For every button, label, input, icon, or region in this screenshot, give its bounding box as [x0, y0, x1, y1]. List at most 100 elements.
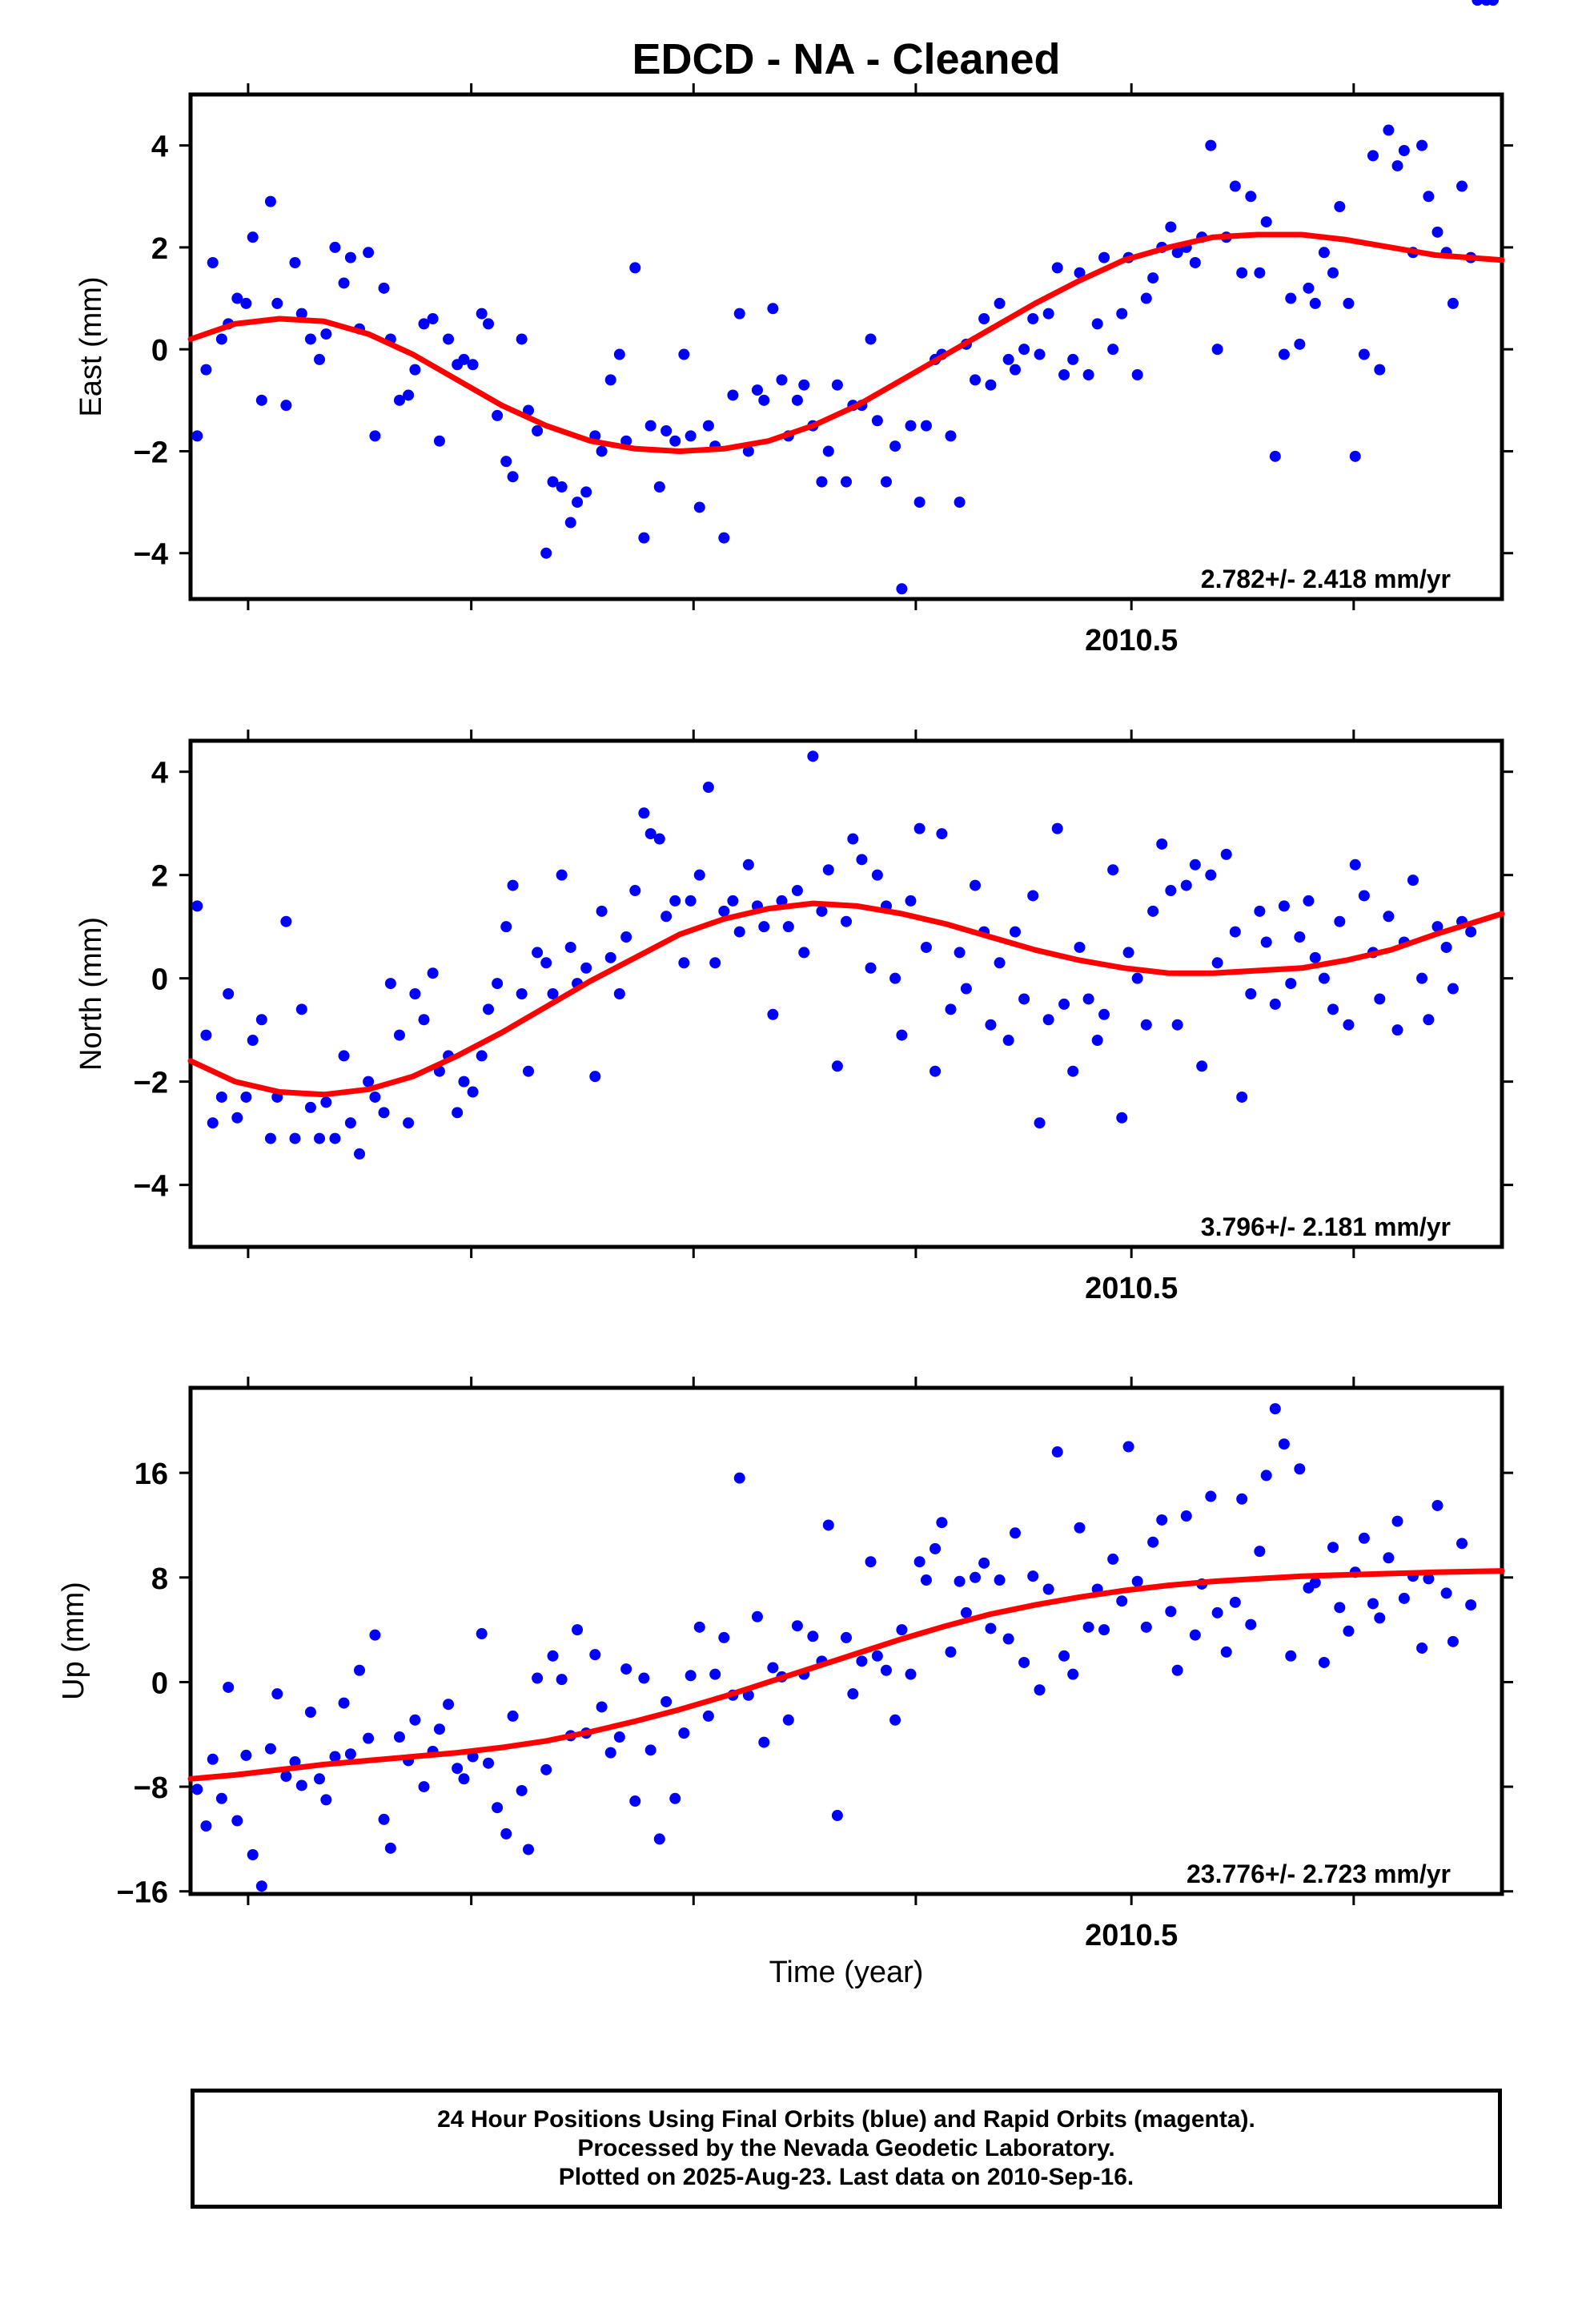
north-data-point — [718, 905, 730, 917]
east-data-point — [896, 583, 908, 595]
up-data-point — [1245, 1618, 1257, 1630]
east-data-point — [822, 445, 834, 457]
east-data-point — [954, 497, 966, 509]
north-data-point — [556, 869, 568, 881]
up-data-point — [231, 1815, 243, 1827]
up-data-point — [913, 1556, 926, 1568]
east-data-point — [1318, 247, 1330, 259]
east-data-point — [644, 420, 656, 432]
up-data-point — [1122, 1441, 1134, 1453]
up-ytick-label: 8 — [151, 1562, 168, 1596]
east-data-point — [500, 456, 512, 468]
up-data-point — [693, 1621, 705, 1633]
east-data-point — [314, 353, 326, 365]
east-data-point — [304, 333, 316, 345]
up-data-point — [1440, 1587, 1452, 1599]
up-data-point — [1318, 1656, 1330, 1668]
east-ytick-label: 2 — [151, 232, 168, 266]
north-data-point — [1205, 869, 1217, 881]
east-data-point — [871, 415, 883, 427]
up-data-point — [329, 1751, 341, 1763]
east-data-point — [702, 420, 714, 432]
north-data-point — [1107, 864, 1119, 876]
east-data-point — [516, 333, 528, 345]
up-data-point — [1367, 1598, 1379, 1610]
up-data-point — [1358, 1532, 1370, 1544]
north-data-point — [1074, 941, 1086, 953]
north-data-point — [329, 1132, 341, 1144]
east-y-axis-label: East (mm) — [74, 276, 108, 416]
north-data-point — [1294, 931, 1306, 943]
east-data-point — [191, 430, 203, 442]
north-data-point — [580, 962, 592, 974]
east-data-point — [1236, 267, 1248, 279]
north-data-point — [742, 858, 754, 870]
up-data-point — [653, 1833, 665, 1845]
east-data-point — [1383, 124, 1395, 136]
north-data-point — [1254, 905, 1266, 917]
up-data-point — [1285, 1650, 1297, 1662]
east-data-point — [1254, 267, 1266, 279]
north-data-point — [1082, 993, 1094, 1005]
east-data-point — [1131, 369, 1143, 380]
north-data-point — [344, 1117, 356, 1129]
north-data-point — [913, 822, 926, 834]
up-data-point — [709, 1668, 721, 1680]
north-data-point — [369, 1091, 381, 1103]
north-data-point — [393, 1029, 405, 1041]
north-data-point — [960, 983, 972, 995]
north-data-point — [702, 782, 714, 794]
east-data-point — [880, 476, 892, 488]
up-data-point — [280, 1771, 292, 1783]
north-data-point — [1383, 911, 1395, 923]
up-data-point — [516, 1784, 528, 1796]
up-data-point — [1398, 1592, 1410, 1604]
east-panel: −4 −2 0 2 4 2010.5 East (mm) 2.782+/- 2.418 mm/… — [74, 0, 1513, 657]
up-data-point — [1131, 1575, 1143, 1587]
east-data-point — [1260, 216, 1272, 228]
east-data-point — [1269, 450, 1281, 462]
north-data-point — [1098, 1008, 1110, 1020]
north-data-point — [1358, 890, 1370, 902]
north-data-point — [378, 1107, 390, 1119]
up-data-point — [960, 1606, 972, 1618]
north-data-point — [1416, 972, 1428, 984]
east-data-point — [638, 532, 650, 544]
north-data-point — [1374, 993, 1386, 1005]
up-panel: −16 −8 0 8 16 2010.5 Up (mm) 23.776+/- 2.723 mm… — [57, 0, 1513, 1952]
north-data-point — [289, 1132, 301, 1144]
up-data-point — [1067, 1668, 1079, 1680]
up-data-point — [1116, 1595, 1128, 1607]
east-data-point — [1067, 353, 1079, 365]
up-data-point — [1220, 1646, 1232, 1658]
north-data-point — [1171, 1019, 1183, 1031]
east-data-point — [556, 481, 568, 493]
up-data-point — [556, 1674, 568, 1686]
up-data-point — [1058, 1650, 1070, 1662]
north-plot-frame — [188, 738, 1504, 1249]
north-data-point — [1211, 957, 1223, 969]
up-data-point — [433, 1723, 445, 1735]
up-data-point — [540, 1763, 552, 1775]
up-data-point — [1472, 0, 1484, 6]
north-data-point — [353, 1148, 365, 1160]
north-data-point — [1002, 1035, 1014, 1047]
east-data-point — [492, 409, 504, 421]
east-data-point — [1034, 348, 1046, 360]
north-data-point — [215, 1091, 227, 1103]
north-data-point — [1236, 1091, 1248, 1103]
up-data-point — [1189, 1629, 1201, 1641]
east-data-point — [889, 440, 901, 452]
east-data-point — [1058, 369, 1070, 380]
north-data-point — [1269, 998, 1281, 1010]
north-data-point — [1058, 998, 1070, 1010]
east-data-point — [751, 384, 763, 396]
north-data-point — [847, 833, 859, 845]
east-data-point — [467, 359, 479, 371]
caption-box: 24 Hour Positions Using Final Orbits (bl… — [191, 2089, 1502, 2209]
north-data-point — [1091, 1035, 1103, 1047]
east-data-point — [532, 425, 544, 436]
up-data-point — [1205, 1490, 1217, 1502]
east-data-point — [613, 348, 625, 360]
